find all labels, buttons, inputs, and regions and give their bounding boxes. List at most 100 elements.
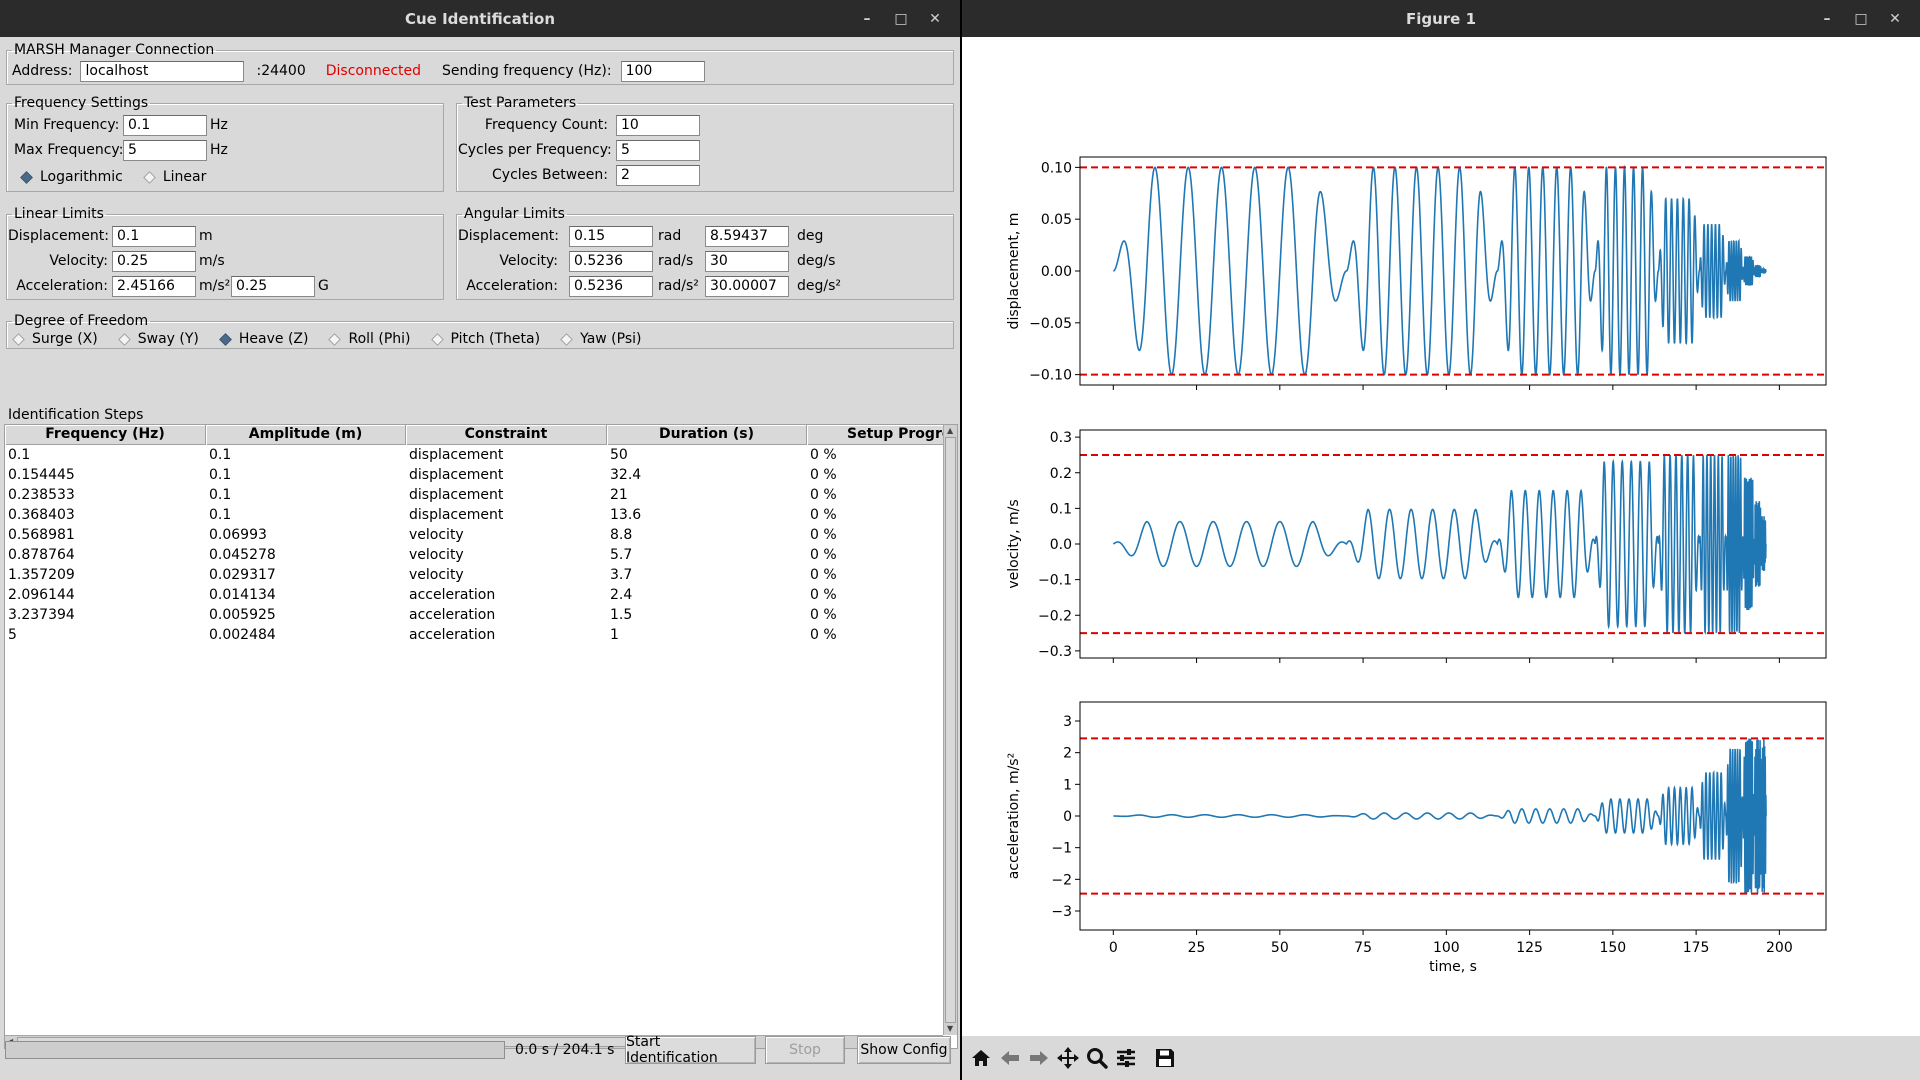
linear-displacement-input[interactable]: 0.1 — [112, 225, 196, 247]
cue-titlebar[interactable]: Cue Identification – □ ✕ — [0, 0, 960, 37]
vertical-scrollbar[interactable]: ▲ ▼ — [943, 425, 957, 1035]
x-tick-label: 75 — [1354, 940, 1372, 956]
linear-acceleration-g-input[interactable]: 0.25 — [231, 275, 315, 297]
angular-displacement-deg-unit: deg — [797, 228, 824, 244]
dof-label: Pitch (Theta) — [450, 331, 541, 347]
y-axis-label: acceleration, m/s² — [1006, 753, 1022, 879]
time-readout: 0.0 s / 204.1 s — [515, 1042, 615, 1058]
address-input[interactable]: localhost — [80, 60, 245, 82]
cycles-per-frequency-label: Cycles per Frequency: — [458, 142, 612, 158]
close-icon[interactable]: ✕ — [1889, 10, 1901, 27]
table-row[interactable]: 5 0.002484 acceleration 1 0 % — [5, 625, 957, 645]
table-cell: 0 % — [810, 527, 837, 543]
table-cell: 3.237394 — [8, 607, 75, 623]
scroll-down-icon[interactable]: ▼ — [947, 1024, 954, 1033]
y-tick-label: 0.05 — [1041, 212, 1072, 228]
logarithmic-radio[interactable]: Logarithmic — [16, 169, 123, 185]
minimize-icon[interactable]: – — [1823, 10, 1831, 27]
radio-unchecked-icon — [430, 332, 444, 346]
angular-velocity-input[interactable]: 0.5236 — [569, 250, 653, 272]
dof-radio-roll[interactable]: Roll (Phi) — [324, 331, 411, 347]
connection-legend: MARSH Manager Connection — [14, 42, 215, 58]
figure-titlebar[interactable]: Figure 1 – □ ✕ — [962, 0, 1920, 37]
max-frequency-input[interactable]: 5 — [123, 139, 207, 161]
forward-arrow-icon[interactable] — [1024, 1042, 1053, 1074]
home-icon[interactable] — [966, 1042, 995, 1074]
column-header[interactable]: Setup Progre — [807, 425, 947, 445]
pan-icon[interactable] — [1053, 1042, 1082, 1074]
dof-radio-heave[interactable]: Heave (Z) — [215, 331, 308, 347]
zoom-icon[interactable] — [1082, 1042, 1111, 1074]
series-line — [1113, 738, 1767, 894]
table-row[interactable]: 0.154445 0.1 displacement 32.4 0 % — [5, 465, 957, 485]
cycles-per-frequency-input[interactable]: 5 — [616, 139, 700, 161]
y-tick-label: 0.1 — [1050, 501, 1072, 517]
table-cell: 0.002484 — [209, 627, 276, 643]
dof-radio-pitch[interactable]: Pitch (Theta) — [427, 331, 541, 347]
save-icon[interactable] — [1150, 1042, 1179, 1074]
table-row[interactable]: 0.368403 0.1 displacement 13.6 0 % — [5, 505, 957, 525]
table-row[interactable]: 0.1 0.1 displacement 50 0 % — [5, 445, 957, 465]
table-row[interactable]: 0.878764 0.045278 velocity 5.7 0 % — [5, 545, 957, 565]
linear-radio[interactable]: Linear — [139, 169, 206, 185]
angular-acceleration-deg-input[interactable]: 30.00007 — [705, 275, 789, 297]
linear-acceleration-input[interactable]: 2.45166 — [112, 275, 196, 297]
radio-checked-icon — [20, 170, 33, 184]
back-arrow-icon[interactable] — [995, 1042, 1024, 1074]
dof-group: Degree of Freedom — [6, 313, 954, 349]
frequency-count-input[interactable]: 10 — [616, 114, 700, 136]
dof-radio-sway[interactable]: Sway (Y) — [114, 331, 199, 347]
radio-unchecked-icon — [328, 332, 342, 346]
table-row[interactable]: 1.357209 0.029317 velocity 3.7 0 % — [5, 565, 957, 585]
table-cell: 21 — [610, 487, 628, 503]
radio-unchecked-icon — [142, 170, 156, 184]
configure-subplots-icon[interactable] — [1111, 1042, 1140, 1074]
maximize-icon[interactable]: □ — [894, 10, 908, 27]
dof-label: Surge (X) — [32, 331, 98, 347]
show-config-button[interactable]: Show Config — [857, 1036, 951, 1064]
test-parameters-group: Test Parameters — [456, 95, 954, 192]
maximize-icon[interactable]: □ — [1854, 10, 1868, 27]
table-cell: 0.06993 — [209, 527, 267, 543]
column-header[interactable]: Duration (s) — [607, 425, 807, 445]
table-cell: 0.368403 — [8, 507, 75, 523]
cycles-between-input[interactable]: 2 — [616, 164, 700, 186]
table-cell: 50 — [610, 447, 628, 463]
column-header[interactable]: Constraint — [406, 425, 607, 445]
sending-frequency-input[interactable]: 100 — [620, 60, 705, 82]
table-cell: 0 % — [810, 507, 837, 523]
table-row[interactable]: 3.237394 0.005925 acceleration 1.5 0 % — [5, 605, 957, 625]
stop-button[interactable]: Stop — [765, 1036, 845, 1064]
x-tick-label: 100 — [1433, 940, 1460, 956]
connection-group: MARSH Manager Connection — [6, 42, 954, 85]
window-title: Cue Identification — [405, 9, 555, 28]
dof-radio-surge[interactable]: Surge (X) — [8, 331, 98, 347]
scroll-up-icon[interactable]: ▲ — [947, 426, 954, 435]
linear-velocity-input[interactable]: 0.25 — [112, 250, 196, 272]
angular-limits-group: Angular Limits — [456, 206, 954, 300]
angular-displacement-deg-input[interactable]: 8.59437 — [705, 225, 789, 247]
column-header[interactable]: Amplitude (m) — [206, 425, 406, 445]
table-cell: 0.1 — [209, 507, 232, 523]
vertical-scroll-thumb[interactable] — [945, 437, 956, 1023]
linear-acceleration-label: Acceleration: — [16, 278, 108, 294]
figure-window: Figure 1 – □ ✕ −0.10 −0.05 0.00 0.05 0.10 dis… — [962, 0, 1920, 1080]
column-header[interactable]: Frequency (Hz) — [5, 425, 206, 445]
start-identification-button[interactable]: Start Identification — [625, 1034, 756, 1066]
close-icon[interactable]: ✕ — [929, 10, 941, 27]
max-frequency-unit: Hz — [210, 142, 228, 158]
linear-velocity-label: Velocity: — [49, 253, 108, 269]
table-row[interactable]: 0.238533 0.1 displacement 21 0 % — [5, 485, 957, 505]
angular-velocity-deg-input[interactable]: 30 — [705, 250, 789, 272]
table-cell: 32.4 — [610, 467, 642, 483]
y-tick-label: 0 — [1063, 809, 1072, 825]
angular-displacement-input[interactable]: 0.15 — [569, 225, 653, 247]
dof-radio-yaw[interactable]: Yaw (Psi) — [556, 331, 642, 347]
table-row[interactable]: 2.096144 0.014134 acceleration 2.4 0 % — [5, 585, 957, 605]
angular-acceleration-input[interactable]: 0.5236 — [569, 275, 653, 297]
min-frequency-input[interactable]: 0.1 — [123, 114, 207, 136]
table-row[interactable]: 0.568981 0.06993 velocity 8.8 0 % — [5, 525, 957, 545]
minimize-icon[interactable]: – — [863, 10, 871, 27]
table-cell: 0.878764 — [8, 547, 75, 563]
